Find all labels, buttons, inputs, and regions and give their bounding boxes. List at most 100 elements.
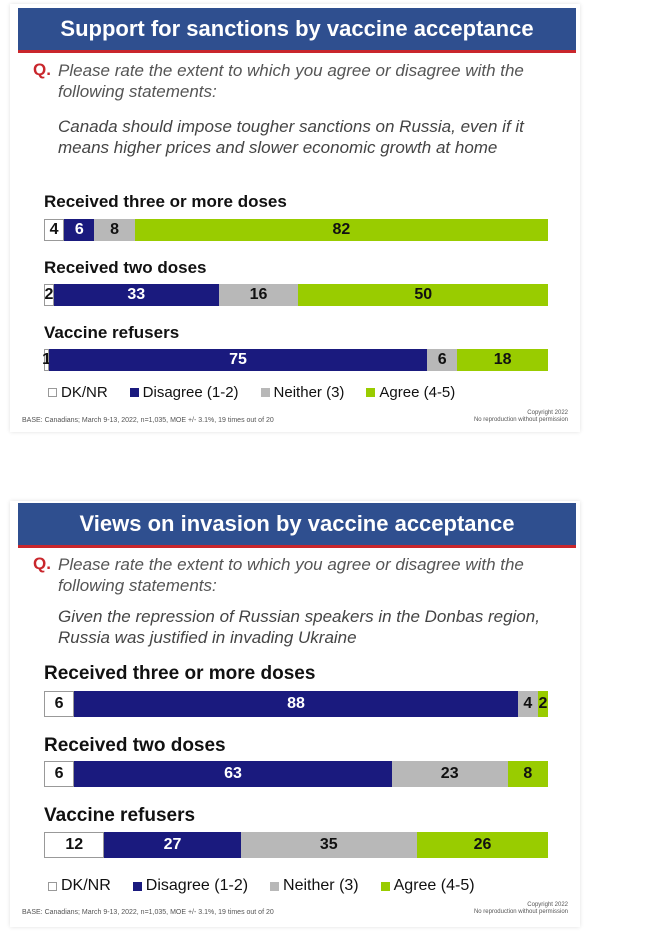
- copyright-note: Copyright 2022 No reproduction without p…: [474, 410, 568, 424]
- statement-text: Canada should impose tougher sanctions o…: [58, 117, 524, 157]
- legend-swatch-agree: [380, 881, 390, 891]
- bar-segment-agree: 50: [298, 284, 548, 306]
- bar-segment-dknr: 4: [44, 219, 65, 241]
- bar-segment-neither: 8: [94, 219, 135, 241]
- bar-segment-dknr: 6: [44, 761, 75, 787]
- question-text: Please rate the extent to which you agre…: [58, 555, 524, 595]
- bar-segment-disagree: 6: [64, 219, 95, 241]
- bar-value-label: 18: [493, 351, 512, 368]
- bar-value-label: 6: [54, 765, 64, 782]
- legend-item-dknr: DK/NR: [48, 877, 111, 895]
- bar-value-label: 16: [249, 286, 268, 303]
- group-label-three-doses: Received three or more doses: [44, 192, 287, 211]
- bar-value-label: 33: [127, 286, 146, 303]
- chart-panel-sanctions: Support for sanctions by vaccine accepta…: [0, 0, 650, 440]
- legend-swatch-dknr: [48, 881, 57, 891]
- stacked-bar-refusers: 1 75 6 18: [42, 349, 548, 371]
- legend-swatch-disagree: [129, 388, 139, 397]
- legend-item-neither: Neither (3): [260, 384, 345, 401]
- base-note: BASE: Canadians; March 9-13, 2022, n=1,0…: [22, 909, 274, 916]
- legend-swatch-neither: [270, 881, 280, 891]
- chart-title: Support for sanctions by vaccine accepta…: [18, 8, 576, 53]
- legend-item-disagree: Disagree (1-2): [129, 384, 239, 401]
- legend-swatch-neither: [260, 388, 270, 397]
- legend-swatch-agree: [366, 388, 376, 397]
- copyright-line: Copyright 2022: [527, 902, 568, 908]
- legend-item-neither: Neither (3): [270, 877, 359, 895]
- legend-label: DK/NR: [61, 877, 111, 894]
- bar-segment-agree: 8: [507, 761, 548, 787]
- group-label-two-doses: Received two doses: [44, 735, 226, 756]
- bar-value-label: 88: [287, 695, 305, 712]
- question-label: Q.: [33, 60, 51, 79]
- bar-segment-dknr: 6: [44, 691, 75, 717]
- bar-segment-agree: 26: [416, 832, 548, 858]
- copyright-line: Copyright 2022: [527, 410, 568, 416]
- legend-label: Agree (4-5): [393, 877, 475, 894]
- legend: DK/NR Disagree (1-2) Neither (3) Agree (…: [48, 384, 455, 401]
- bar-segment-dknr: 1: [42, 349, 51, 371]
- bar-value-label: 6: [74, 221, 84, 238]
- bar-segment-disagree: 27: [104, 832, 241, 858]
- bar-value-label: 2: [44, 286, 54, 303]
- bar-value-label: 4: [523, 695, 533, 712]
- bar-segment-neither: 4: [517, 691, 538, 717]
- bar-value-label: 8: [110, 221, 119, 238]
- legend-label: DK/NR: [61, 384, 108, 401]
- copyright-note: Copyright 2022 No reproduction without p…: [474, 902, 568, 916]
- bar-value-label: 6: [437, 351, 447, 368]
- bar-value-label: 8: [523, 765, 533, 782]
- legend-label: Neither (3): [283, 877, 359, 894]
- legend-item-disagree: Disagree (1-2): [132, 877, 249, 895]
- legend: DK/NR Disagree (1-2) Neither (3) Agree (…: [48, 877, 475, 895]
- bar-value-label: 50: [414, 286, 433, 303]
- group-label-two-doses: Received two doses: [44, 258, 207, 277]
- stacked-bar-two-doses: 2 33 16 50: [44, 284, 548, 306]
- legend-item-dknr: DK/NR: [48, 384, 108, 401]
- statement-text: Given the repression of Russian speakers…: [58, 607, 540, 647]
- legend-label: Agree (4-5): [379, 384, 456, 401]
- stacked-bar-refusers: 12 27 35 26: [44, 832, 548, 858]
- legend-swatch-disagree: [132, 881, 142, 891]
- bar-segment-dknr: 12: [44, 832, 105, 858]
- group-label-refusers: Vaccine refusers: [44, 323, 180, 342]
- copyright-line: No reproduction without permission: [473, 417, 568, 423]
- bar-value-label: 63: [224, 765, 242, 782]
- bar-segment-agree: 18: [457, 349, 548, 371]
- stacked-bar-three-doses: 4 6 8 82: [44, 219, 548, 241]
- legend-item-agree: Agree (4-5): [380, 877, 475, 895]
- chart-panel-invasion: Views on invasion by vaccine acceptance …: [0, 495, 650, 931]
- stacked-bar-three-doses: 6 88 4 2: [44, 691, 548, 717]
- bar-value-label: 75: [229, 351, 247, 368]
- copyright-line: No reproduction without permission: [473, 909, 568, 915]
- bar-segment-neither: 16: [218, 284, 299, 306]
- bar-value-label: 23: [440, 765, 459, 782]
- bar-segment-agree: 82: [134, 219, 548, 241]
- legend-label: Disagree (1-2): [142, 384, 239, 401]
- stacked-bar-two-doses: 6 63 23 8: [44, 761, 548, 787]
- chart-title: Views on invasion by vaccine acceptance: [18, 503, 576, 548]
- bar-segment-disagree: 63: [74, 761, 392, 787]
- legend-label: Neither (3): [273, 384, 345, 401]
- bar-value-label: 4: [49, 221, 59, 238]
- bar-segment-neither: 23: [391, 761, 508, 787]
- legend-item-agree: Agree (4-5): [366, 384, 455, 401]
- bar-segment-dknr: 2: [44, 284, 54, 306]
- bar-value-label: 35: [319, 836, 338, 853]
- legend-label: Disagree (1-2): [145, 877, 249, 894]
- bar-segment-neither: 35: [240, 832, 417, 858]
- bar-value-label: 1: [42, 351, 51, 368]
- bar-segment-neither: 6: [427, 349, 458, 371]
- group-label-refusers: Vaccine refusers: [44, 805, 196, 826]
- question-text: Please rate the extent to which you agre…: [58, 61, 524, 101]
- bar-value-label: 27: [163, 836, 182, 853]
- bar-value-label: 6: [54, 695, 64, 712]
- question-label: Q.: [33, 554, 51, 573]
- base-note: BASE: Canadians; March 9-13, 2022, n=1,0…: [22, 417, 274, 424]
- group-label-three-doses: Received three or more doses: [44, 663, 316, 684]
- bar-value-label: 12: [65, 836, 84, 853]
- bar-value-label: 82: [332, 221, 351, 238]
- bar-value-label: 26: [473, 836, 492, 853]
- bar-segment-disagree: 33: [53, 284, 219, 306]
- bar-segment-disagree: 75: [49, 349, 428, 371]
